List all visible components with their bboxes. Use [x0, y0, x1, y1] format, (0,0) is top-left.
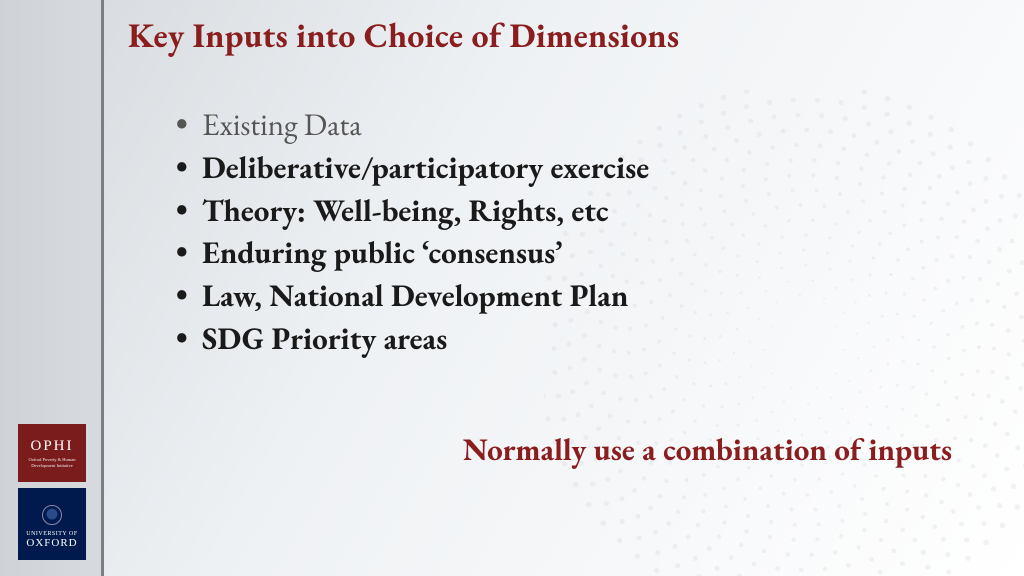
oxford-crest-icon: [42, 505, 62, 525]
content-area: Key Inputs into Choice of Dimensions Exi…: [128, 14, 1004, 361]
footer-note: Normally use a combination of inputs: [252, 430, 952, 471]
ophi-acronym: OPHI: [30, 438, 73, 455]
bullet-item: Deliberative/participatory exercise: [176, 147, 1004, 190]
bullet-item: Existing Data: [176, 104, 1004, 147]
slide-title: Key Inputs into Choice of Dimensions: [128, 14, 1004, 58]
bullet-item: SDG Priority areas: [176, 318, 1004, 361]
slide: Key Inputs into Choice of Dimensions Exi…: [0, 0, 1024, 576]
bullet-item: Law, National Development Plan: [176, 275, 1004, 318]
logo-stack: OPHI Oxford Poverty & Human Development …: [18, 418, 86, 560]
oxford-logo: UNIVERSITY OF OXFORD: [18, 488, 86, 560]
bullet-item: Enduring public ‘consensus’: [176, 232, 1004, 275]
bullet-list: Existing DataDeliberative/participatory …: [176, 104, 1004, 361]
oxford-line2: OXFORD: [26, 537, 77, 549]
ophi-logo: OPHI Oxford Poverty & Human Development …: [18, 424, 86, 482]
bullet-item: Theory: Well-being, Rights, etc: [176, 190, 1004, 233]
ophi-subtitle: Oxford Poverty & Human Development Initi…: [18, 457, 86, 468]
